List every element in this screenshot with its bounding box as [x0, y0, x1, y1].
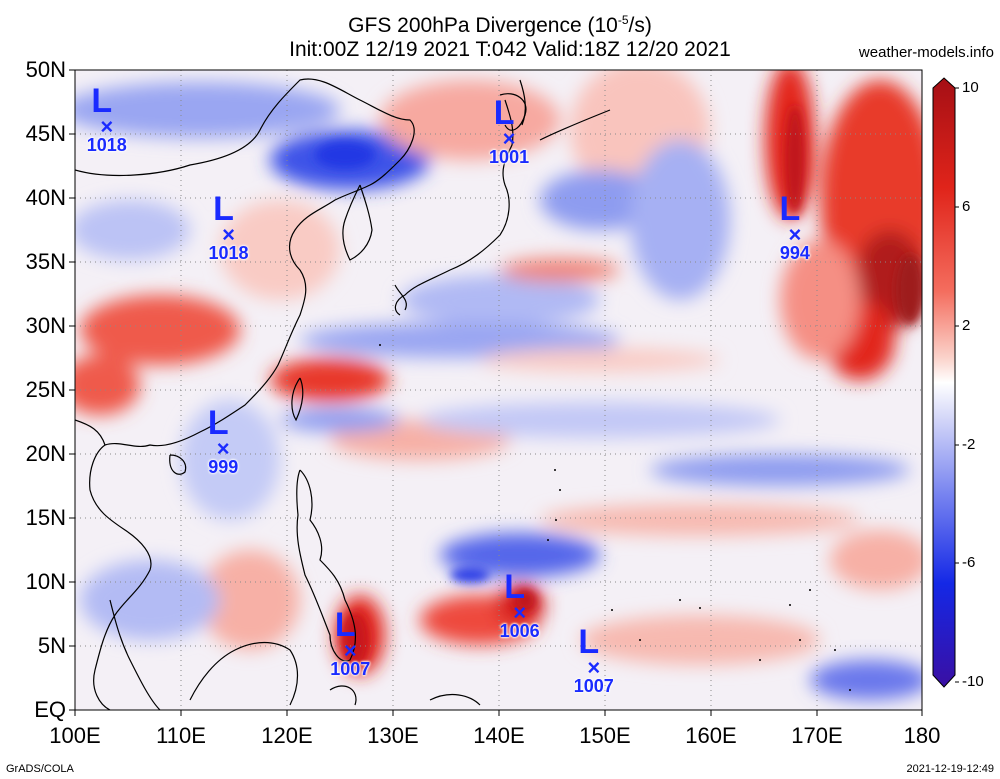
low-symbol: L [207, 404, 229, 443]
low-center-icon: × [343, 638, 357, 664]
lat-label: 25N [25, 377, 66, 402]
low-pressure-value: 1001 [489, 147, 530, 168]
lon-label: 150E [579, 723, 631, 748]
low-pressure-value: 994 [779, 243, 810, 264]
low-center-icon: × [100, 113, 114, 139]
low-center-icon: × [513, 600, 527, 625]
lat-label: 15N [25, 505, 66, 530]
low-pressure-marker: L × 1018 [199, 192, 259, 262]
chart-title: GFS 200hPa Divergence (10-5/s) [348, 13, 652, 37]
footer-timestamp: 2021-12-19-12:49 [906, 763, 994, 775]
low-pressure-value: 1007 [573, 676, 614, 697]
low-pressure-marker: L × 1018 [77, 84, 137, 154]
low-pressure-value: 999 [208, 457, 239, 478]
pacific-islands [379, 344, 851, 691]
low-symbol: L [779, 190, 801, 229]
lat-label: 20N [25, 441, 66, 466]
lon-label: 140E [473, 723, 525, 748]
lat-label: EQ [34, 697, 66, 722]
low-pressure-marker: L × 1001 [479, 96, 539, 166]
low-center-icon: × [222, 222, 235, 248]
low-symbol: L [213, 190, 234, 229]
lat-label: 45N [25, 121, 66, 146]
lon-label: 170E [791, 723, 843, 748]
low-pressure-value: 1018 [208, 243, 249, 264]
colorbar-label: 2 [962, 317, 971, 334]
axis-ticks [69, 69, 923, 716]
lon-label: 110E [156, 723, 206, 748]
low-center-icon: × [502, 126, 516, 152]
low-center-icon: × [788, 222, 802, 248]
colorbar-label: -6 [962, 554, 976, 571]
chart-subtitle: Init:00Z 12/19 2021 T:042 Valid:18Z 12/2… [289, 38, 731, 61]
footer-credit: GrADS/COLA [6, 763, 74, 775]
low-center-icon: × [216, 436, 230, 462]
site-label: weather-models.info [858, 44, 994, 61]
lon-label: 100E [49, 723, 101, 748]
low-center-icon: × [587, 655, 601, 681]
low-symbol: L [334, 606, 356, 645]
map-gridlines [75, 70, 922, 710]
lat-label: 30N [25, 313, 66, 338]
coastlines [75, 78, 611, 710]
colorbar-label: 6 [962, 198, 971, 215]
low-pressure-marker: L × 1007 [564, 625, 624, 695]
lat-label: 5N [37, 633, 66, 658]
low-pressure-marker: L × 994 [765, 192, 825, 262]
lon-label: 120E [261, 723, 313, 748]
low-symbol: L [493, 94, 515, 133]
lat-label: 10N [25, 569, 66, 594]
lat-label: 40N [25, 185, 66, 210]
lon-label: 130E [367, 723, 419, 748]
low-symbol: L [504, 568, 526, 606]
low-symbol: L [91, 81, 113, 120]
lat-label: 50N [25, 57, 66, 82]
low-pressure-marker: L × 999 [193, 406, 253, 476]
colorbar-label: -10 [962, 673, 984, 690]
colorbar-label: 10 [962, 79, 979, 96]
low-pressure-value: 1006 [499, 621, 540, 641]
lat-label: 35N [25, 249, 66, 274]
lon-label: 180 [903, 723, 941, 748]
colorbar-label: -2 [962, 436, 976, 453]
low-pressure-marker: L × 1006 [490, 570, 550, 640]
lon-label: 160E [685, 723, 737, 748]
colorbar [932, 77, 959, 688]
low-pressure-marker: L × 1007 [320, 608, 380, 678]
low-symbol: L [578, 623, 600, 662]
low-pressure-value: 1007 [330, 659, 371, 680]
low-pressure-value: 1018 [86, 134, 127, 155]
